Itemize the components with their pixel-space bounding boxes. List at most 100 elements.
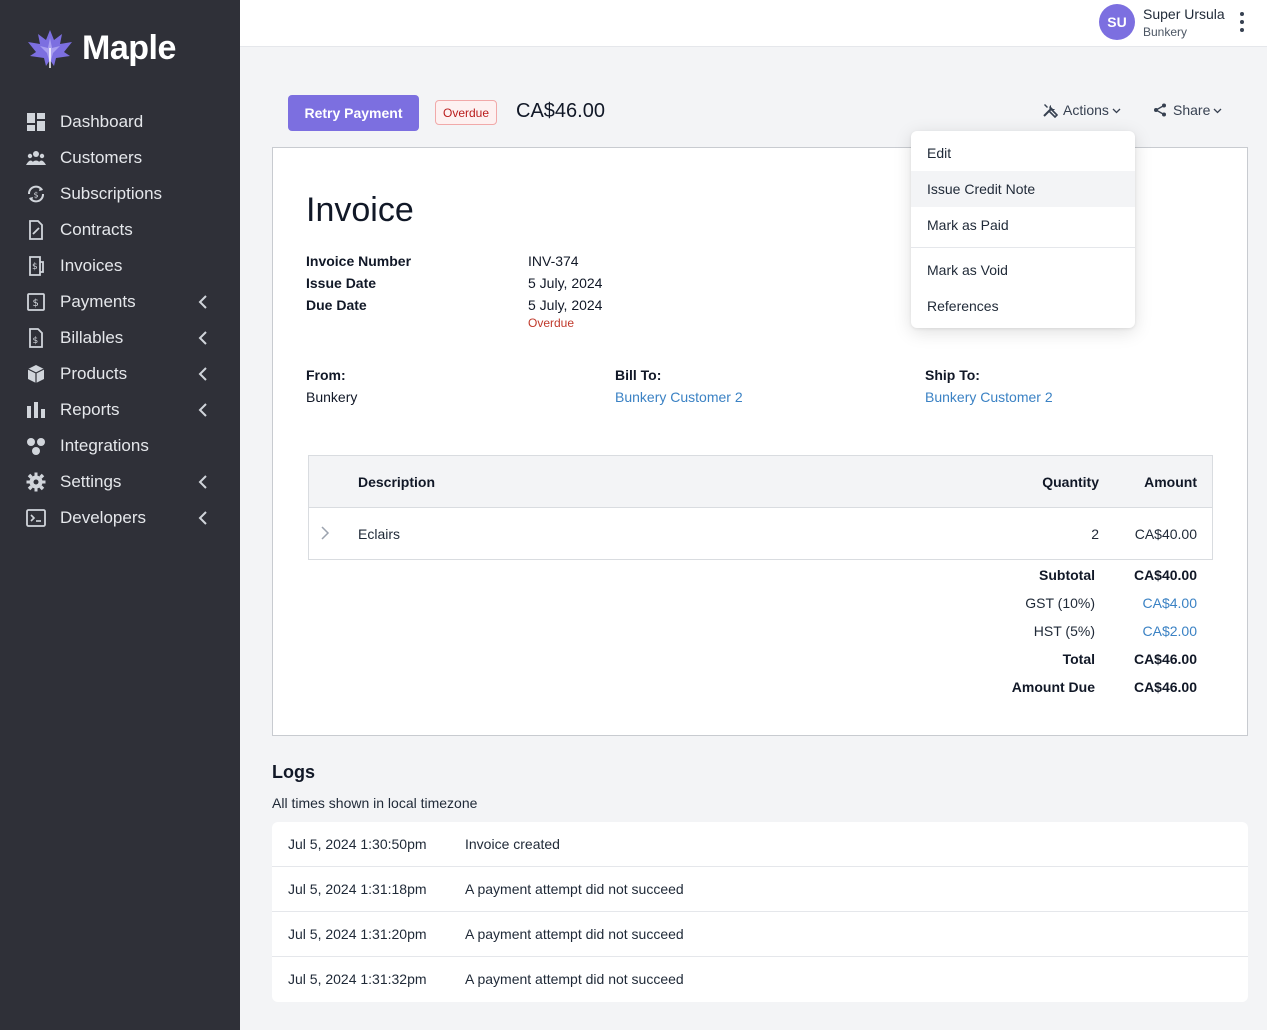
menu-item-references[interactable]: References — [927, 298, 999, 314]
total-row: Total CA$46.00 — [873, 651, 1197, 679]
logs-title: Logs — [272, 762, 315, 782]
bill-to-link[interactable]: Bunkery Customer 2 — [615, 389, 743, 405]
developers-icon — [25, 507, 47, 529]
ship-to-link[interactable]: Bunkery Customer 2 — [925, 389, 1053, 405]
sidebar-item-payments[interactable]: $ Payments — [0, 284, 240, 320]
sidebar-item-label: Integrations — [60, 436, 149, 455]
chevron-right-icon[interactable] — [319, 525, 331, 541]
sidebar-item-invoices[interactable]: $ Invoices — [0, 248, 240, 284]
brand-name: Maple — [82, 28, 176, 67]
sidebar-item-contracts[interactable]: Contracts — [0, 212, 240, 248]
sidebar-item-reports[interactable]: Reports — [0, 392, 240, 428]
maple-leaf-logo-icon — [28, 30, 72, 68]
menu-item-mark-as-paid[interactable]: Mark as Paid — [927, 217, 1009, 233]
quantity-header: Quantity — [1042, 474, 1099, 490]
user-name[interactable]: Super Ursula — [1143, 6, 1225, 22]
sidebar-item-dashboard[interactable]: Dashboard — [0, 104, 240, 140]
log-message: Invoice created — [465, 836, 560, 852]
brand[interactable]: Maple — [24, 26, 176, 70]
log-time: Jul 5, 2024 1:30:50pm — [288, 836, 427, 852]
sidebar: Maple Dashboard Customers $ Subscription… — [0, 0, 240, 1030]
from-value: Bunkery — [306, 389, 358, 405]
logs-list: Jul 5, 2024 1:30:50pm Invoice created Ju… — [272, 822, 1248, 1002]
chevron-down-icon — [1112, 108, 1121, 113]
table-row[interactable]: Eclairs 2 CA$40.00 — [309, 508, 1212, 559]
sidebar-item-label: Dashboard — [60, 112, 144, 131]
hst-label: HST (5%) — [1033, 623, 1095, 639]
sidebar-item-billables[interactable]: $ Billables — [0, 320, 240, 356]
chevron-left-icon — [198, 367, 207, 381]
due-date-label: Due Date — [306, 297, 367, 313]
ship-to-label: Ship To: — [925, 367, 980, 383]
description-header: Description — [358, 474, 436, 490]
invoice-number-value: INV-374 — [528, 253, 579, 269]
sidebar-item-integrations[interactable]: Integrations — [0, 428, 240, 464]
table-header: Description Quantity Amount — [309, 456, 1212, 508]
menu-divider — [911, 247, 1135, 248]
status-badge: Overdue — [435, 100, 498, 125]
sidebar-item-label: Billables — [60, 328, 124, 347]
avatar[interactable]: SU — [1099, 4, 1135, 40]
menu-item-issue-credit-note[interactable]: Issue Credit Note — [911, 171, 1135, 207]
sidebar-item-label: Invoices — [60, 256, 123, 275]
retry-payment-button[interactable]: Retry Payment — [288, 95, 419, 131]
list-item: Jul 5, 2024 1:31:20pm A payment attempt … — [272, 912, 1248, 957]
log-message: A payment attempt did not succeed — [465, 971, 684, 987]
sidebar-item-settings[interactable]: Settings — [0, 464, 240, 500]
integrations-icon — [25, 435, 47, 457]
sidebar-item-developers[interactable]: Developers — [0, 500, 240, 536]
share-button[interactable]: Share — [1152, 102, 1222, 118]
chevron-left-icon — [198, 511, 207, 525]
user-org: Bunkery — [1143, 25, 1188, 39]
issue-date-value: 5 July, 2024 — [528, 275, 603, 291]
log-message: A payment attempt did not succeed — [465, 926, 684, 942]
share-label: Share — [1173, 102, 1211, 118]
log-message: A payment attempt did not succeed — [465, 881, 684, 897]
item-amount: CA$40.00 — [1134, 526, 1197, 542]
svg-text:$: $ — [34, 191, 39, 200]
subtotal-value: CA$40.00 — [1133, 567, 1197, 583]
from-label: From: — [306, 367, 346, 383]
sidebar-item-label: Subscriptions — [60, 184, 163, 203]
chevron-down-icon — [1213, 108, 1222, 113]
total-value: CA$46.00 — [1133, 651, 1197, 667]
hst-value-link[interactable]: CA$2.00 — [1142, 623, 1197, 639]
subtotal-row: Subtotal CA$40.00 — [873, 567, 1197, 595]
billables-icon: $ — [25, 327, 47, 349]
actions-dropdown-menu: Edit Issue Credit Note Mark as Paid Mark… — [911, 131, 1135, 328]
list-item: Jul 5, 2024 1:30:50pm Invoice created — [272, 822, 1248, 867]
actions-button[interactable]: Actions — [1042, 102, 1121, 118]
gst-value-link[interactable]: CA$4.00 — [1142, 595, 1197, 611]
log-time: Jul 5, 2024 1:31:18pm — [288, 881, 427, 897]
menu-item-mark-as-void[interactable]: Mark as Void — [927, 262, 1008, 278]
chevron-left-icon — [198, 295, 207, 309]
sidebar-nav: Dashboard Customers $ Subscriptions Cont… — [0, 104, 240, 536]
amount-due-value: CA$46.00 — [1133, 679, 1197, 695]
menu-item-edit[interactable]: Edit — [927, 145, 952, 161]
list-item: Jul 5, 2024 1:31:18pm A payment attempt … — [272, 867, 1248, 912]
item-description: Eclairs — [358, 526, 401, 542]
contracts-icon — [25, 219, 47, 241]
sidebar-item-label: Developers — [60, 508, 146, 527]
more-menu-icon[interactable] — [1236, 10, 1248, 34]
sidebar-item-subscriptions[interactable]: $ Subscriptions — [0, 176, 240, 212]
svg-text:$: $ — [33, 336, 39, 346]
invoice-number-label: Invoice Number — [306, 253, 412, 269]
due-status: Overdue — [528, 316, 575, 330]
chevron-left-icon — [198, 331, 207, 345]
log-time: Jul 5, 2024 1:31:32pm — [288, 971, 427, 987]
sidebar-item-label: Products — [60, 364, 128, 383]
hst-row: HST (5%) CA$2.00 — [873, 623, 1197, 651]
sidebar-item-products[interactable]: Products — [0, 356, 240, 392]
sidebar-item-customers[interactable]: Customers — [0, 140, 240, 176]
gst-label: GST (10%) — [1025, 595, 1095, 611]
settings-icon — [25, 471, 47, 493]
logs-subtitle: All times shown in local timezone — [272, 795, 478, 811]
tools-icon — [1043, 104, 1058, 118]
share-icon — [1154, 103, 1166, 117]
line-items-table: Description Quantity Amount Eclairs 2 CA… — [308, 455, 1213, 560]
svg-text:$: $ — [32, 262, 38, 272]
payments-icon: $ — [25, 291, 47, 313]
amount-due-row: Amount Due CA$46.00 — [873, 679, 1197, 707]
due-date-value: 5 July, 2024 — [528, 297, 603, 313]
